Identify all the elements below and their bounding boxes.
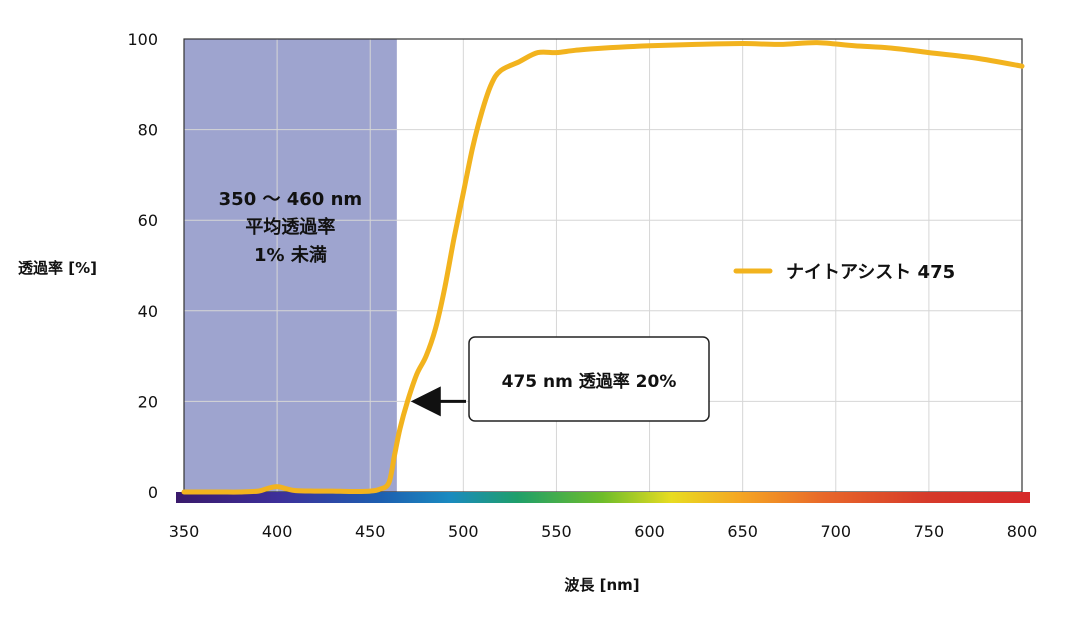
y-tick-label: 0 (148, 483, 158, 502)
x-tick-label: 450 (355, 522, 386, 541)
x-tick-label: 800 (1007, 522, 1038, 541)
y-tick-labels: 0 20 40 60 80 100 (127, 30, 158, 502)
x-tick-labels: 350 400 450 500 550 600 650 700 750 800 (169, 522, 1038, 541)
shaded-region-label-value: 1% 未満 (254, 244, 327, 266)
shaded-region (184, 39, 397, 492)
y-tick-label: 100 (127, 30, 158, 49)
legend-label: ナイトアシスト 475 (786, 262, 955, 283)
x-tick-label: 700 (821, 522, 852, 541)
x-tick-label: 600 (634, 522, 665, 541)
x-tick-label: 400 (262, 522, 293, 541)
x-tick-label: 750 (914, 522, 945, 541)
x-tick-label: 350 (169, 522, 200, 541)
x-tick-label: 500 (448, 522, 479, 541)
y-tick-label: 20 (138, 392, 158, 411)
y-tick-label: 40 (138, 302, 158, 321)
x-tick-label: 650 (727, 522, 758, 541)
x-axis-title: 波長 [nm] (564, 576, 639, 594)
y-tick-label: 80 (138, 121, 158, 140)
y-axis-title: 透過率 [%] (18, 259, 97, 277)
x-tick-label: 550 (541, 522, 572, 541)
shaded-region-label-title: 平均透過率 (245, 216, 335, 238)
shaded-region-label-range: 350 ～ 460 nm (219, 189, 363, 210)
spectrum-bar (176, 492, 1030, 503)
series-line (181, 40, 1025, 495)
callout-text: 475 nm 透過率 20% (502, 371, 677, 392)
y-tick-label: 60 (138, 211, 158, 230)
callout-box (468, 336, 710, 422)
